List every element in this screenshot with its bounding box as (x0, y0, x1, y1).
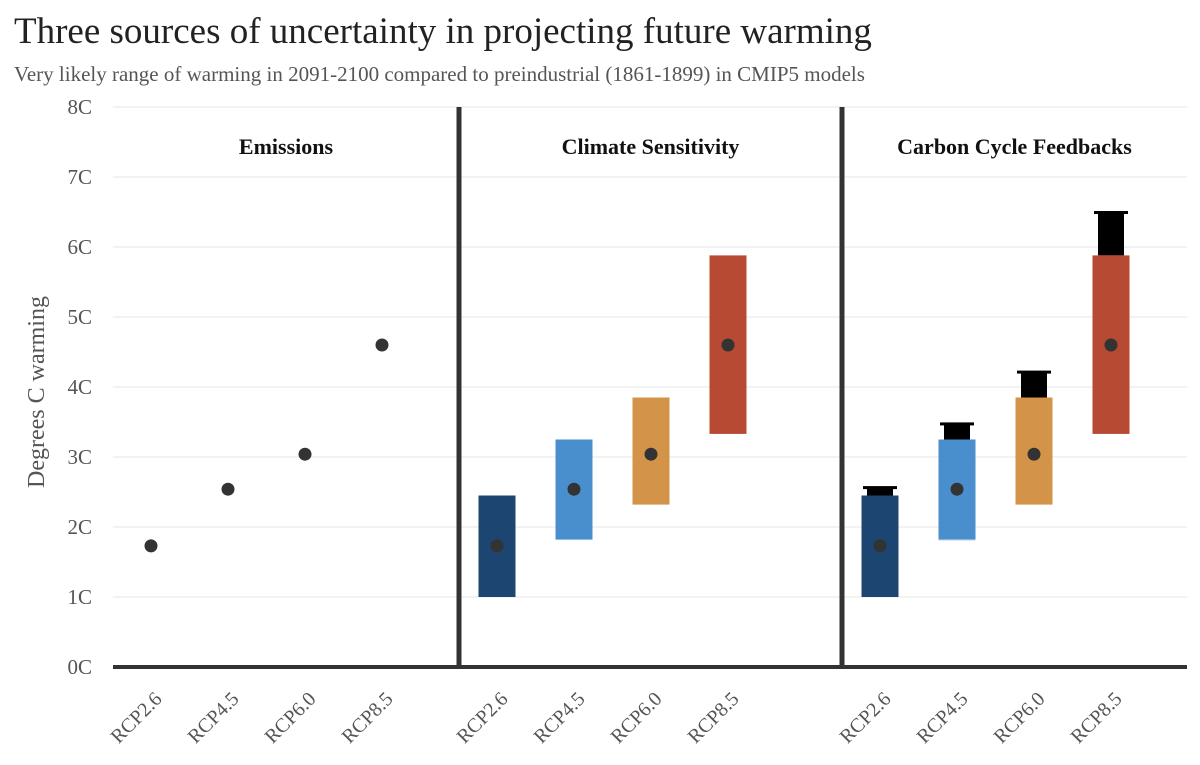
x-tick-label: RCP8.5 (684, 688, 744, 748)
median-dot (1027, 447, 1041, 461)
x-tick-label: RCP4.5 (913, 688, 973, 748)
median-dot (375, 338, 389, 352)
y-tick-label: 3C (67, 445, 92, 469)
x-tick-label: RCP4.5 (184, 688, 244, 748)
panel-1: Emissions RCP2.6 RCP4.5 RCP6.0 RCP8.5 (107, 134, 398, 748)
x-tick-label: RCP8.5 (1067, 688, 1127, 748)
panel-2: Climate Sensitivity RCP2.6 RCP4.5 RCP6.0 RCP… (453, 134, 747, 748)
y-tick-label: 1C (67, 585, 92, 609)
feedback-bar (1021, 371, 1047, 398)
x-tick-label: RCP2.6 (453, 688, 513, 748)
y-tick-label: 5C (67, 305, 92, 329)
median-dot (644, 447, 658, 461)
feedback-cap (1094, 211, 1128, 214)
x-tick-label: RCP2.6 (107, 688, 167, 748)
y-tick-label: 0C (67, 655, 92, 679)
y-tick-label: 4C (67, 375, 92, 399)
feedback-cap (940, 422, 974, 426)
y-axis-label: Degrees C warming (24, 296, 50, 488)
median-dot (873, 539, 887, 553)
y-tick-label: 8C (67, 95, 92, 119)
x-tick-label: RCP6.0 (607, 688, 667, 748)
panel-title: Climate Sensitivity (562, 134, 740, 159)
median-dot (1104, 338, 1118, 352)
feedback-bar (867, 487, 893, 496)
median-dot (490, 539, 504, 553)
x-tick-label: RCP8.5 (338, 688, 398, 748)
x-tick-label: RCP6.0 (261, 688, 321, 748)
y-tick-label: 6C (67, 235, 92, 259)
chart-title: Three sources of uncertainty in projecti… (14, 11, 872, 52)
y-tick-label: 2C (67, 515, 92, 539)
x-tick-label: RCP6.0 (990, 688, 1050, 748)
panel-title: Emissions (239, 134, 334, 159)
median-dot (721, 338, 735, 352)
median-dot (221, 482, 235, 496)
feedback-bar (944, 423, 970, 440)
median-dot (298, 447, 312, 461)
feedback-cap (863, 486, 897, 490)
x-tick-label: RCP4.5 (530, 688, 590, 748)
median-dot (144, 539, 158, 553)
feedback-low-bar (938, 539, 976, 541)
panel-title: Carbon Cycle Feedbacks (897, 134, 1132, 159)
median-dot (950, 482, 964, 496)
feedback-cap (1017, 370, 1051, 374)
chart-subtitle: Very likely range of warming in 2091-210… (14, 62, 865, 86)
panel-3: Carbon Cycle Feedbacks RCP2.6 RCP4.5 RCP6.0… (836, 134, 1133, 748)
median-dot (567, 482, 581, 496)
feedback-bar (1098, 212, 1124, 256)
y-tick-label: 7C (67, 165, 92, 189)
x-tick-label: RCP2.6 (836, 688, 896, 748)
